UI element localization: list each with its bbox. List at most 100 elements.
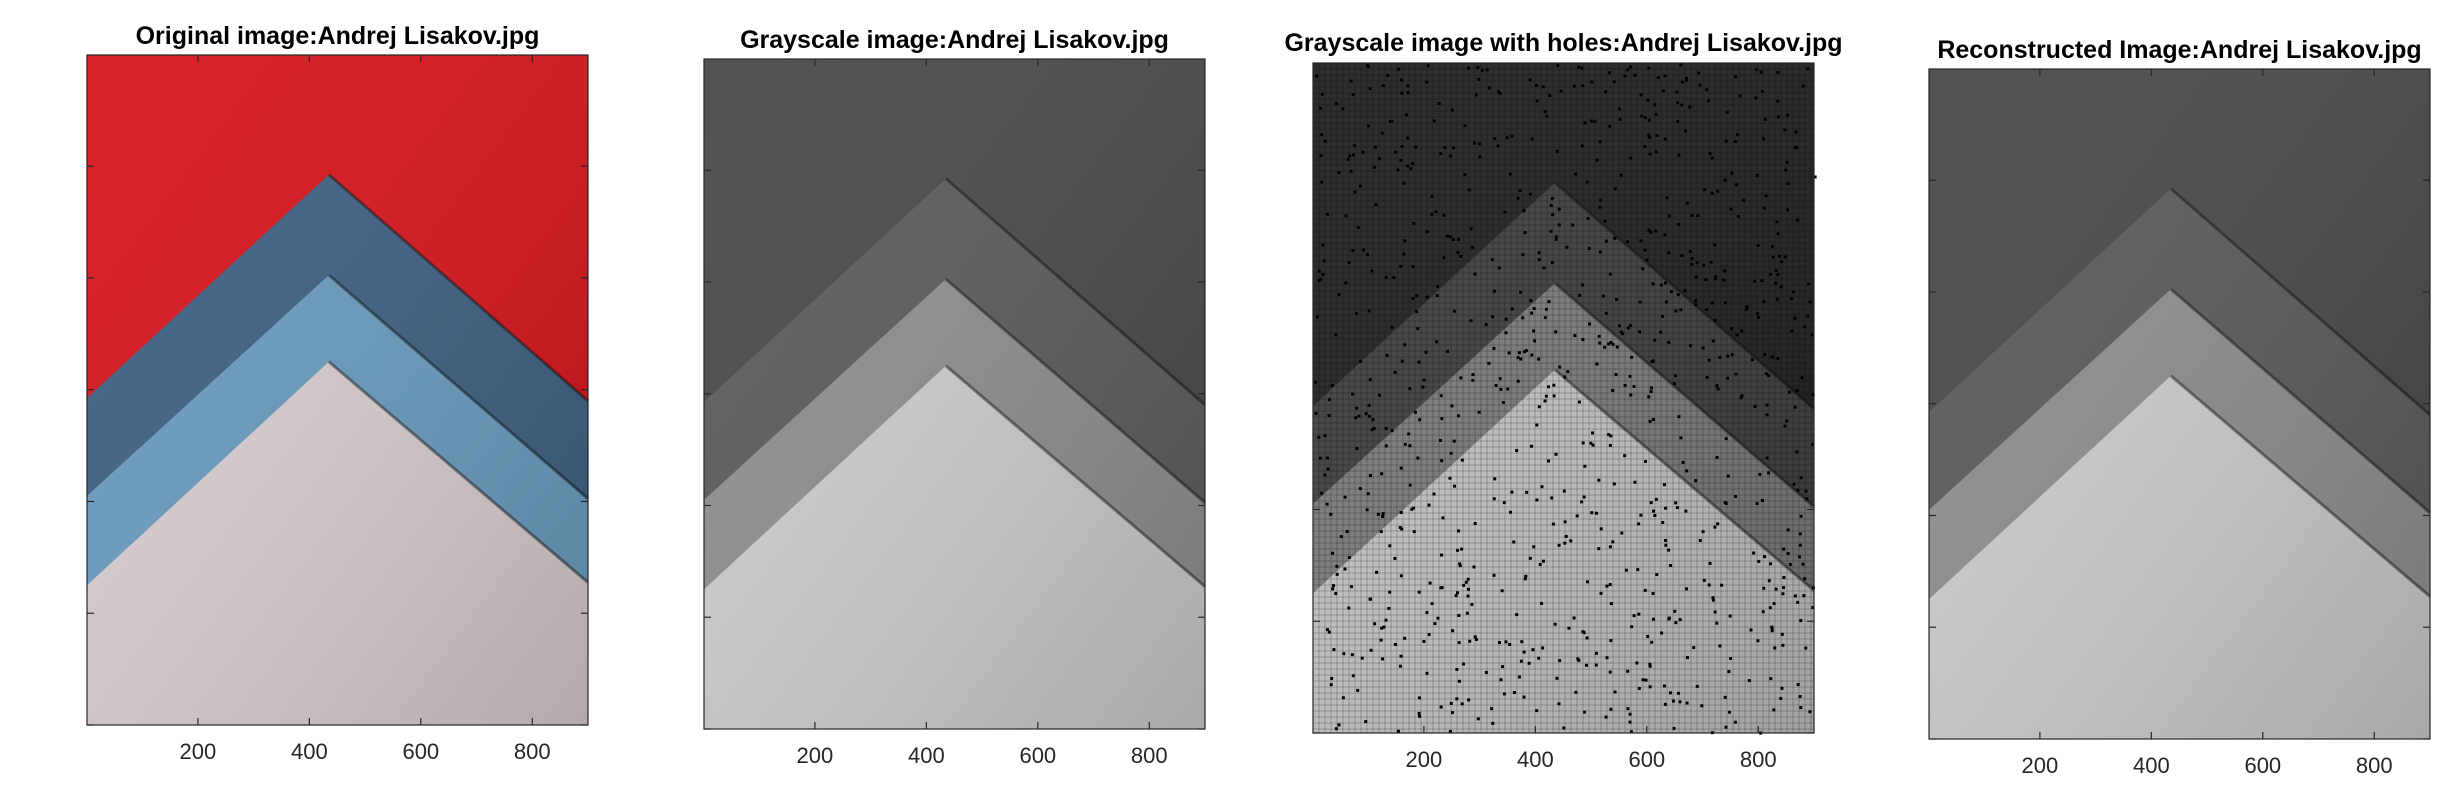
hole-pixel (1705, 375, 1709, 379)
hole-pixel (1740, 329, 1744, 333)
hole-pixel (1538, 562, 1542, 566)
hole-pixel (1415, 310, 1419, 314)
hole-pixel (1597, 478, 1601, 482)
hole-pixel (1343, 495, 1347, 499)
hole-pixel (1440, 459, 1444, 463)
hole-pixel (1794, 130, 1798, 134)
hole-pixel (1315, 315, 1319, 319)
hole-pixel (1795, 389, 1799, 393)
hole-pixel (1647, 228, 1651, 232)
hole-pixel (1709, 260, 1713, 264)
hole-pixel (1603, 345, 1607, 349)
hole-pixel (1776, 115, 1780, 119)
hole-pixel (1463, 124, 1467, 128)
hole-pixel (1628, 720, 1632, 724)
hole-pixel (1334, 102, 1338, 106)
x-tick-label: 800 (1739, 747, 1777, 772)
hole-pixel (1620, 531, 1624, 535)
hole-pixel (1639, 93, 1643, 97)
hole-pixel (1406, 91, 1410, 95)
hole-pixel (1499, 387, 1503, 391)
hole-pixel (1715, 455, 1719, 459)
hole-pixel (1653, 513, 1657, 517)
hole-pixel (1798, 555, 1802, 559)
hole-pixel (1528, 78, 1532, 82)
hole-pixel (1456, 250, 1460, 254)
hole-pixel (1583, 121, 1587, 125)
hole-pixel (1374, 203, 1378, 207)
hole-pixel (1398, 664, 1402, 668)
hole-pixel (1760, 279, 1764, 283)
hole-pixel (1713, 525, 1717, 529)
hole-pixel (1356, 225, 1360, 229)
hole-pixel (1382, 625, 1386, 629)
hole-pixel (1675, 90, 1679, 94)
hole-pixel (1800, 376, 1804, 380)
hole-pixel (1674, 309, 1678, 313)
hole-pixel (1723, 269, 1727, 273)
hole-pixel (1643, 248, 1647, 252)
hole-pixel (1677, 691, 1681, 695)
hole-pixel (1537, 405, 1541, 409)
hole-pixel (1411, 296, 1415, 300)
hole-pixel (1724, 139, 1728, 143)
hole-pixel (1669, 563, 1673, 567)
hole-pixel (1801, 562, 1805, 566)
hole-pixel (1452, 439, 1456, 443)
hole-pixel (1626, 707, 1630, 711)
hole-pixel (1663, 74, 1667, 78)
hole-pixel (1653, 338, 1657, 342)
hole-pixel (1651, 282, 1655, 286)
hole-pixel (1399, 466, 1403, 470)
x-tick-label: 200 (1405, 747, 1443, 772)
panel-title: Grayscale image with holes:Andrej Lisako… (1284, 29, 1843, 57)
hole-pixel (1532, 329, 1536, 333)
hole-pixel (1535, 709, 1539, 713)
hole-pixel (1393, 642, 1397, 646)
hole-pixel (1353, 144, 1357, 148)
hole-pixel (1455, 697, 1459, 701)
hole-pixel (1788, 562, 1792, 566)
hole-pixel (1799, 514, 1803, 518)
hole-pixel (1369, 648, 1373, 652)
hole-pixel (1580, 66, 1584, 70)
hole-pixel (1319, 153, 1323, 157)
hole-pixel (1534, 84, 1538, 88)
lighting-overlay (1929, 69, 2430, 739)
hole-pixel (1585, 636, 1589, 640)
hole-pixel (1588, 322, 1592, 326)
hole-pixel (1379, 638, 1383, 642)
hole-pixel (1522, 209, 1526, 213)
hole-pixel (1493, 477, 1497, 481)
hole-pixel (1432, 492, 1436, 496)
hole-pixel (1491, 315, 1495, 319)
hole-pixel (1781, 643, 1785, 647)
hole-pixel (1718, 355, 1722, 359)
hole-pixel (1522, 695, 1526, 699)
hole-pixel (1702, 578, 1706, 582)
hole-pixel (1399, 264, 1403, 268)
hole-pixel (1540, 485, 1544, 489)
hole-pixel (1633, 480, 1637, 484)
hole-pixel (1380, 472, 1384, 476)
hole-pixel (1557, 207, 1561, 211)
hole-pixel (1727, 710, 1731, 714)
hole-pixel (1317, 279, 1321, 283)
hole-pixel (1510, 307, 1514, 311)
hole-pixel (1711, 596, 1715, 600)
hole-pixel (1478, 155, 1482, 159)
hole-pixel (1494, 383, 1498, 387)
hole-pixel (1629, 156, 1633, 160)
hole-pixel (1400, 145, 1404, 149)
hole-pixel (1516, 379, 1520, 383)
hole-pixel (1623, 383, 1627, 387)
hole-pixel (1533, 339, 1537, 343)
hole-pixel (1348, 154, 1352, 158)
hole-pixel (1667, 251, 1671, 255)
hole-pixel (1804, 489, 1808, 493)
hole-pixel (1515, 449, 1519, 453)
hole-pixel (1364, 720, 1368, 724)
hole-pixel (1381, 512, 1385, 516)
hole-pixel (1720, 583, 1724, 587)
